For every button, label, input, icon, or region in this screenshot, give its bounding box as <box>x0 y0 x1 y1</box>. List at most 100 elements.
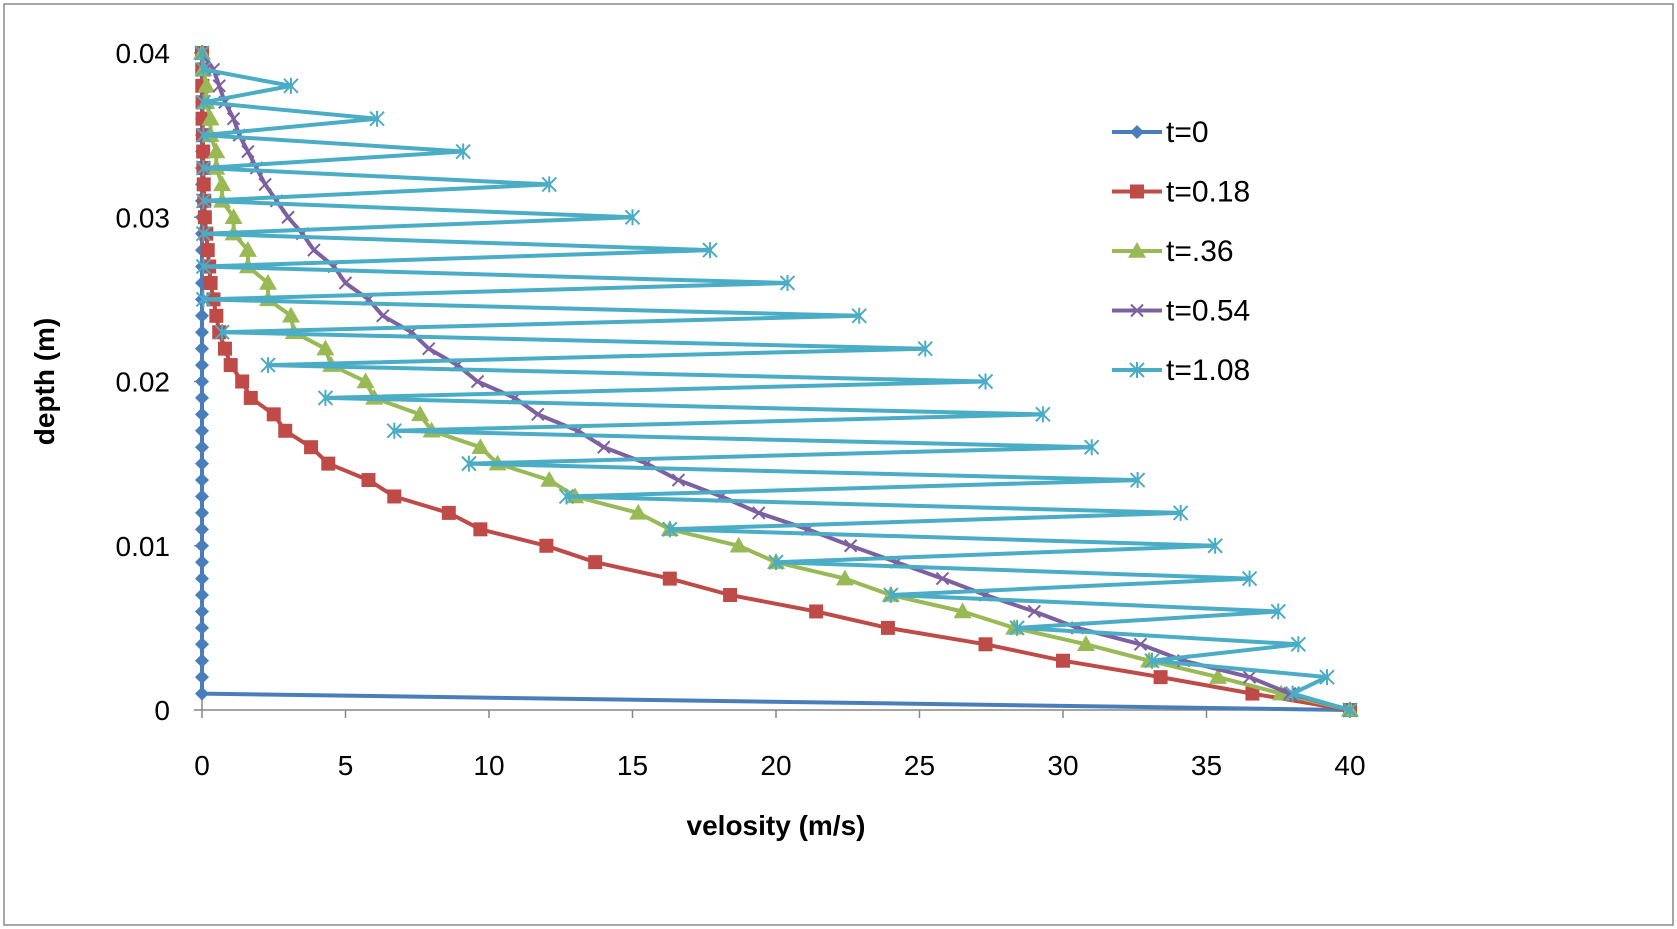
data-point <box>376 309 390 323</box>
data-point <box>195 341 209 356</box>
data-point <box>729 536 748 553</box>
x-axis-title: velosity (m/s) <box>687 810 866 841</box>
y-tick-label: 0.04 <box>116 38 171 69</box>
data-point <box>809 604 824 619</box>
data-point <box>1208 668 1227 684</box>
data-point <box>1027 604 1042 619</box>
data-point <box>470 374 485 389</box>
data-point <box>1284 685 1301 702</box>
data-point <box>387 489 402 504</box>
data-point <box>662 571 677 586</box>
series-t=1.08 <box>194 45 1358 718</box>
data-point <box>1076 635 1095 652</box>
legend-marker <box>1130 125 1144 139</box>
legend-label: t=0.18 <box>1166 176 1250 209</box>
data-point <box>258 177 272 192</box>
data-point <box>977 373 994 390</box>
data-point <box>195 94 212 111</box>
legend-label: t=0.54 <box>1166 295 1250 328</box>
data-point <box>209 308 224 323</box>
data-point <box>195 258 212 275</box>
data-point <box>411 405 430 422</box>
data-point <box>588 555 603 570</box>
data-point <box>1144 652 1160 669</box>
data-point <box>195 538 209 553</box>
data-point <box>455 143 471 160</box>
data-point <box>195 637 209 652</box>
data-point <box>195 686 209 701</box>
data-point <box>195 505 209 520</box>
data-point <box>369 110 385 127</box>
data-point <box>1290 636 1307 653</box>
data-point <box>768 554 784 571</box>
y-tick-label: 0 <box>154 695 170 726</box>
legend-item: t=1.08 <box>1112 354 1250 387</box>
data-point <box>441 505 456 520</box>
data-point <box>223 358 238 373</box>
data-point <box>304 440 319 455</box>
x-tick-label: 0 <box>194 750 210 781</box>
data-point <box>195 456 209 471</box>
x-tick-label: 10 <box>473 750 504 781</box>
x-tick-label: 35 <box>1191 750 1222 781</box>
data-point <box>1319 669 1335 686</box>
x-tick-label: 40 <box>1334 750 1365 781</box>
data-point <box>1241 570 1258 587</box>
data-point <box>195 588 209 603</box>
data-point <box>195 440 209 455</box>
data-point <box>1283 686 1297 701</box>
legend: t=0 t=0.18 t=.36 t=0.54 t=1.08 <box>1112 116 1250 387</box>
data-point <box>195 308 209 323</box>
data-point <box>917 340 933 357</box>
data-point <box>259 273 278 290</box>
legend-item: t=0.54 <box>1112 295 1250 328</box>
data-point <box>317 389 334 406</box>
x-tick-label: 5 <box>338 750 354 781</box>
data-point <box>1245 686 1260 701</box>
data-point <box>473 522 488 537</box>
data-point <box>195 358 209 373</box>
y-axis-ticks: 0 0.01 0.02 0.03 0.04 <box>116 38 202 726</box>
data-point <box>558 488 575 505</box>
y-tick-label: 0.02 <box>116 367 171 398</box>
data-point <box>207 142 226 159</box>
data-point <box>212 79 226 93</box>
data-point <box>461 455 477 472</box>
data-point <box>217 341 232 356</box>
data-point <box>386 422 402 439</box>
legend-label: t=1.08 <box>1166 354 1250 387</box>
data-point <box>260 357 276 374</box>
data-point <box>195 423 209 438</box>
data-point <box>195 390 209 405</box>
x-tick-label: 15 <box>617 750 648 781</box>
data-point <box>197 76 216 93</box>
data-point <box>195 407 209 422</box>
data-point <box>214 324 230 341</box>
data-point <box>361 473 376 488</box>
data-point <box>307 243 321 257</box>
data-point <box>1056 653 1070 668</box>
legend-label: t=0 <box>1166 116 1209 149</box>
data-point <box>671 473 686 487</box>
data-point <box>195 620 209 635</box>
data-point <box>978 637 993 652</box>
data-point <box>195 159 212 176</box>
data-point <box>629 503 648 520</box>
data-point <box>1207 537 1223 554</box>
data-point <box>197 210 212 225</box>
data-point <box>195 604 209 619</box>
data-point <box>541 176 557 193</box>
data-point <box>235 374 250 389</box>
data-point <box>195 555 209 570</box>
data-point <box>1129 472 1146 489</box>
legend-item: t=0.18 <box>1112 176 1250 209</box>
data-point <box>422 341 436 356</box>
x-axis-ticks: 0 5 10 15 20 25 30 35 40 <box>194 710 1366 781</box>
chart-border <box>3 3 1674 926</box>
data-point <box>195 61 212 78</box>
data-point <box>196 144 211 159</box>
data-point <box>266 407 281 422</box>
data-point <box>531 407 545 422</box>
